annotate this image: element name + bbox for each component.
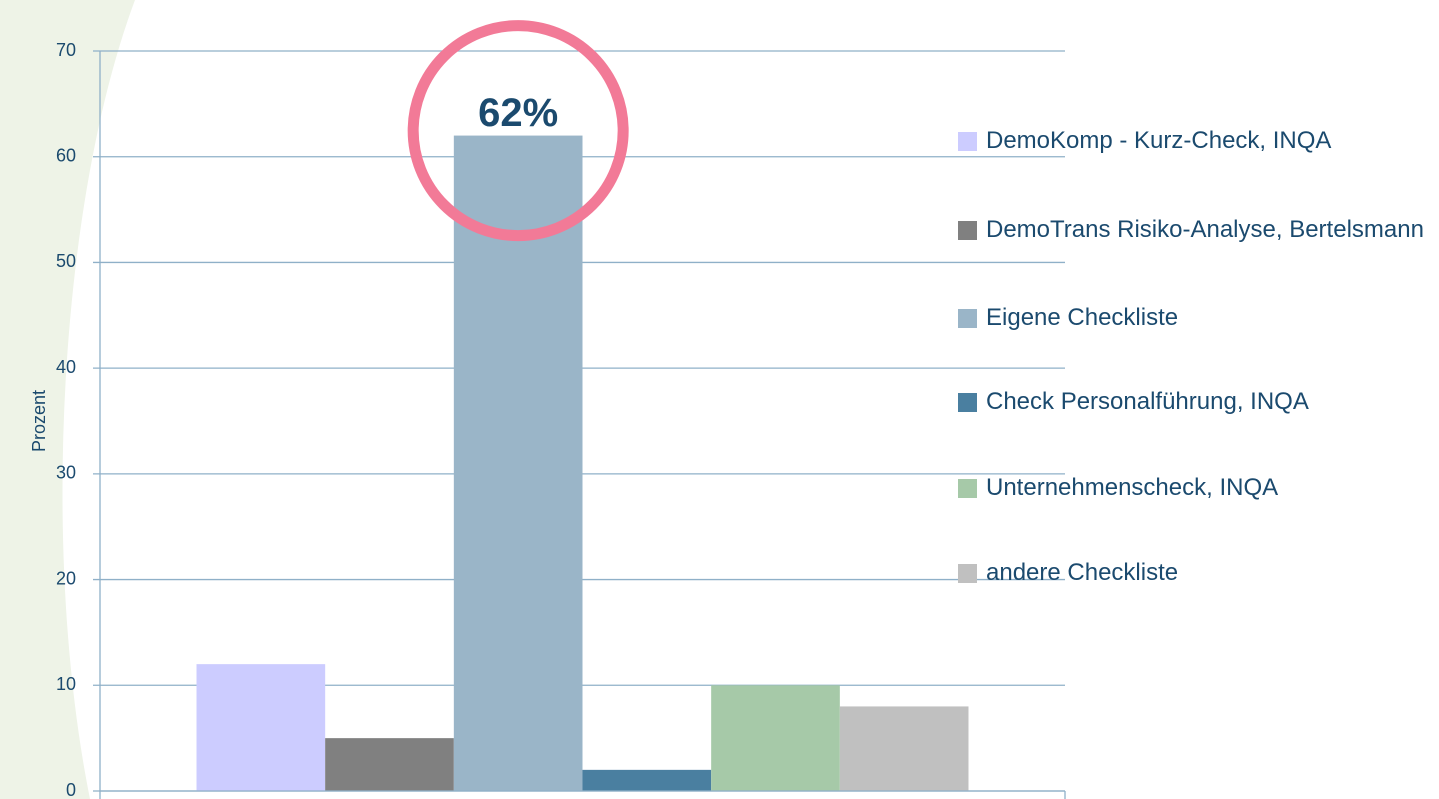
legend-label: Check Personalführung, INQA (986, 388, 1309, 415)
legend-entry: Check Personalführung, INQA (958, 387, 1428, 417)
y-tick-label: 0 (66, 780, 76, 799)
bar (839, 706, 969, 791)
legend-label: DemoTrans Risiko-Analyse, Bertelsmann (986, 216, 1424, 243)
legend-entry: Unternehmenscheck, INQA (958, 473, 1428, 503)
bar (582, 769, 712, 791)
y-tick-label: 70 (56, 40, 76, 60)
highlight-circle (407, 20, 629, 242)
legend-entry: Eigene Checkliste (958, 303, 1428, 333)
legend-entry: andere Checkliste (958, 558, 1428, 588)
y-tick-label: 10 (56, 674, 76, 694)
bar (325, 738, 454, 791)
legend-entry: DemoKomp - Kurz-Check, INQA (958, 126, 1428, 156)
y-tick-label: 60 (56, 145, 76, 165)
legend-label: DemoKomp - Kurz-Check, INQA (986, 127, 1332, 154)
legend-swatch (958, 564, 977, 583)
y-tick-label: 40 (56, 357, 76, 377)
background-shape (0, 0, 135, 799)
data-label: 62% (478, 91, 558, 135)
y-axis-label: Prozent (29, 390, 49, 452)
legend-swatch (958, 479, 977, 498)
legend-swatch (958, 309, 977, 328)
y-tick-label: 50 (56, 251, 76, 271)
bar (453, 135, 583, 792)
bar (711, 685, 840, 791)
legend-swatch (958, 132, 977, 151)
legend-label: andere Checkliste (986, 559, 1179, 586)
legend-swatch (958, 393, 977, 412)
legend-label: Unternehmenscheck, INQA (986, 474, 1279, 501)
bar (196, 664, 326, 791)
legend-label: Eigene Checkliste (986, 304, 1179, 331)
y-tick-label: 20 (56, 568, 76, 588)
legend-swatch (958, 221, 977, 240)
y-tick-label: 30 (56, 463, 76, 483)
legend-entry: DemoTrans Risiko-Analyse, Bertelsmann (958, 215, 1428, 245)
